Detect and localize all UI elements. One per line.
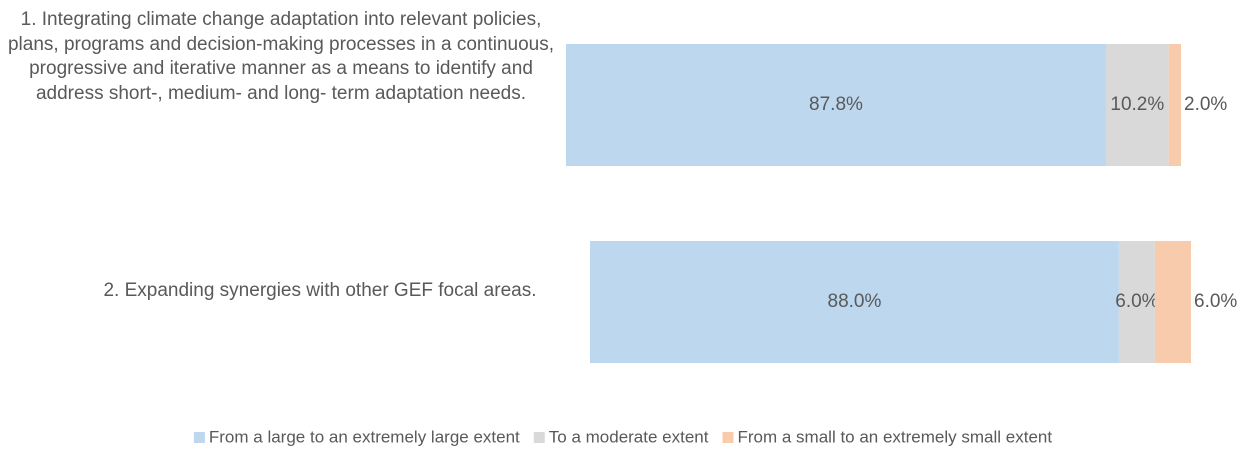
value-label: 6.0% bbox=[1115, 291, 1158, 312]
legend-label: From a small to an extremely small exten… bbox=[737, 427, 1052, 446]
bar-segment bbox=[1154, 241, 1191, 363]
value-label: 88.0% bbox=[828, 291, 882, 312]
category-label: 2. Expanding synergies with other GEF fo… bbox=[103, 280, 537, 301]
bar-segment bbox=[590, 241, 1119, 363]
category-label: 1. Integrating climate change adaptation… bbox=[7, 9, 555, 104]
bar-segment bbox=[1105, 44, 1169, 166]
value-label: 87.8% bbox=[809, 94, 863, 115]
legend-swatch bbox=[193, 432, 205, 443]
value-label: 10.2% bbox=[1110, 94, 1164, 115]
value-label: 2.0% bbox=[1184, 94, 1227, 115]
legend-label: From a large to an extremely large exten… bbox=[209, 427, 520, 446]
bar-segment bbox=[1118, 241, 1155, 363]
legend-swatch bbox=[722, 432, 734, 443]
value-label: 6.0% bbox=[1194, 291, 1237, 312]
legend-swatch bbox=[533, 432, 545, 443]
bar-segment bbox=[1168, 44, 1181, 166]
bar-segment bbox=[566, 44, 1106, 166]
legend-label: To a moderate extent bbox=[549, 427, 709, 446]
